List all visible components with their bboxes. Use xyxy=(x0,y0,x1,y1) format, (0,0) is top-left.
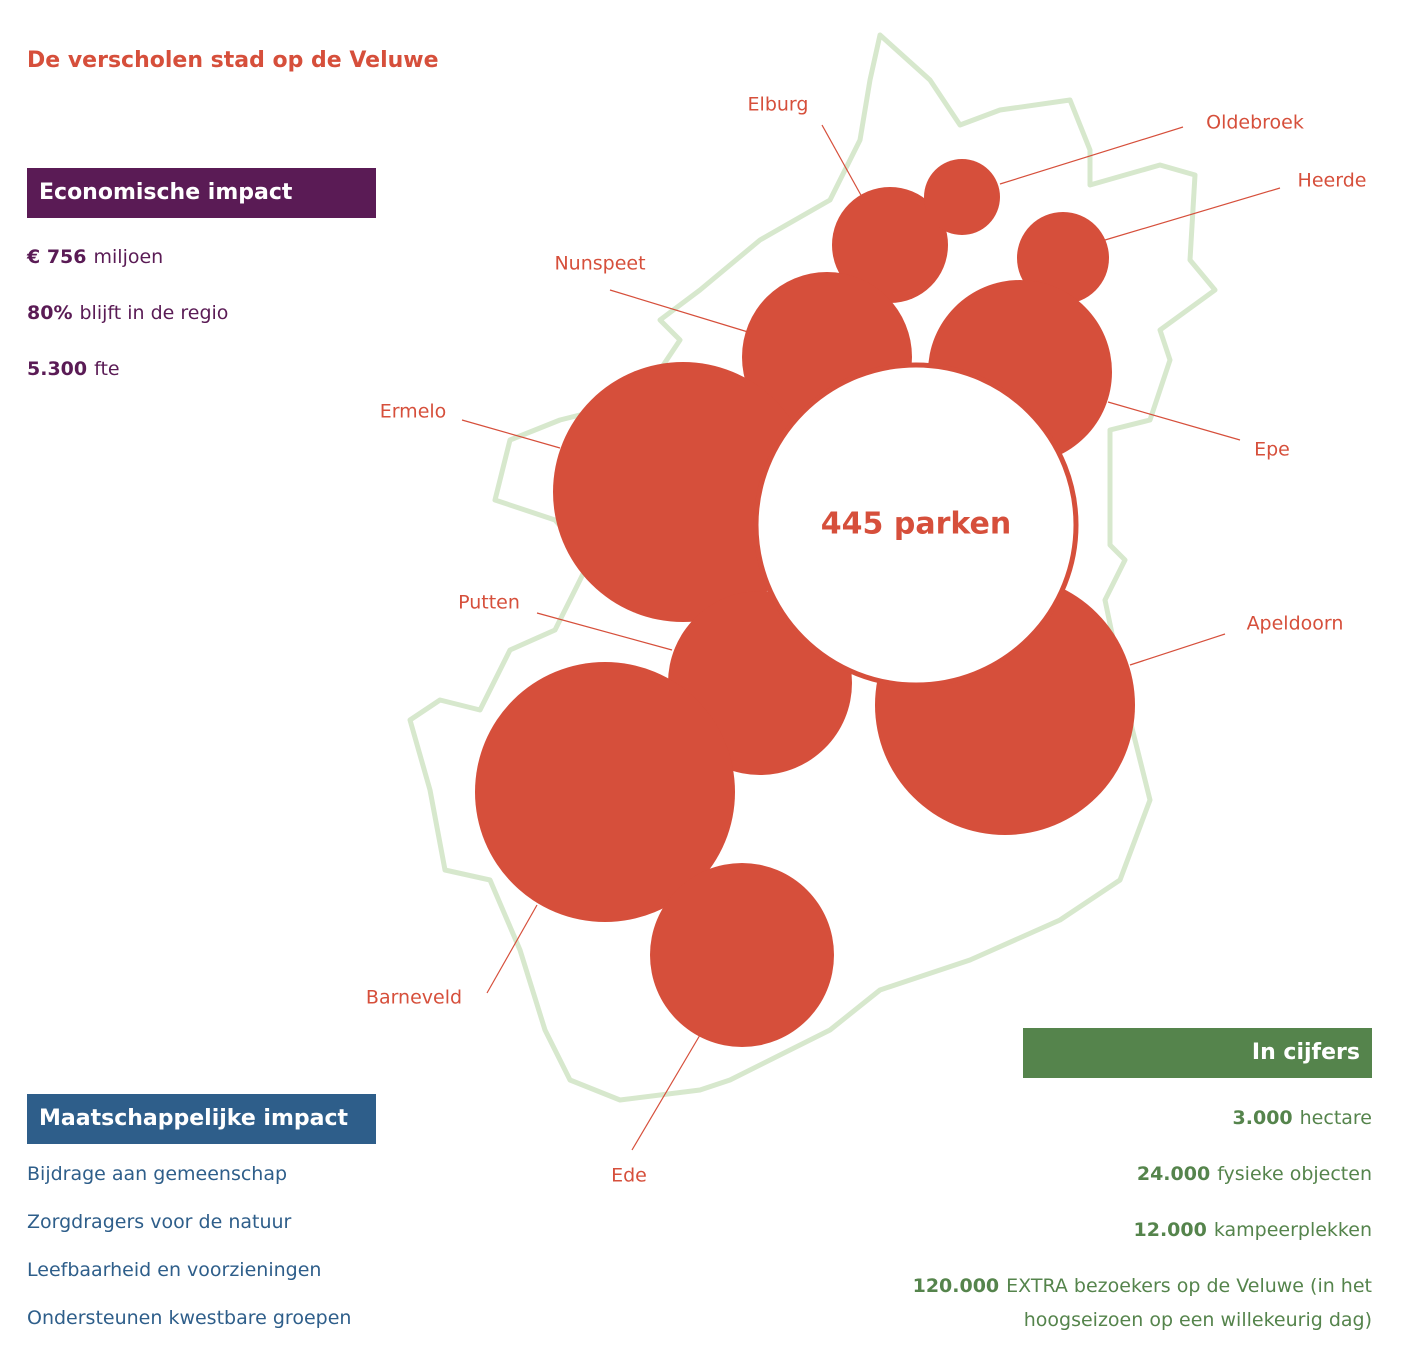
list-item: 24.000 fysieke objecten xyxy=(882,1157,1372,1191)
item-value: 24.000 xyxy=(1136,1163,1211,1185)
item-value: 5.300 xyxy=(27,358,88,380)
leader-line xyxy=(1104,187,1281,241)
list-item: Ondersteunen kwestbare groepen xyxy=(27,1307,352,1329)
item-text: hectare xyxy=(1299,1107,1372,1129)
municipality-label: Nunspeet xyxy=(554,253,645,275)
list-item: € 756 miljoen xyxy=(27,246,163,268)
center-label: 445 parken xyxy=(821,507,1011,542)
list-item: 80% blijft in de regio xyxy=(27,302,228,324)
leader-line xyxy=(631,1034,701,1151)
item-value: 120.000 xyxy=(912,1275,1000,1297)
leader-line xyxy=(609,289,749,333)
municipality-label: Ermelo xyxy=(380,401,447,423)
item-text: blijft in de regio xyxy=(79,302,229,324)
municipality-bubble xyxy=(553,362,813,622)
list-item: 3.000 hectare xyxy=(882,1101,1372,1135)
list-item: 12.000 kampeerplekken xyxy=(882,1213,1373,1247)
list-item: 5.300 fte xyxy=(27,358,120,380)
list-item: Bijdrage aan gemeenschap xyxy=(27,1163,288,1185)
section-heading: In cijfers xyxy=(1023,1028,1372,1078)
municipality-label: Putten xyxy=(458,592,520,614)
list-item: 120.000 EXTRA bezoekers op de Veluwe (in … xyxy=(882,1269,1372,1337)
municipality-label: Apeldoorn xyxy=(1247,613,1344,635)
item-value: 3.000 xyxy=(1232,1107,1293,1129)
item-value: 12.000 xyxy=(1133,1219,1207,1241)
item-value: 80% xyxy=(27,302,73,324)
item-value: € 756 xyxy=(27,246,87,268)
municipality-label: Heerde xyxy=(1298,170,1367,192)
list-item: Zorgdragers voor de natuur xyxy=(27,1211,292,1233)
municipality-bubble xyxy=(832,187,948,303)
leader-line xyxy=(486,904,538,994)
leader-line xyxy=(999,126,1184,185)
municipality-bubble xyxy=(650,863,834,1047)
item-text: miljoen xyxy=(93,246,164,268)
municipality-bubble xyxy=(924,159,1000,235)
title: De verscholen stad op de Veluwe xyxy=(27,48,439,73)
item-text: fysieke objecten xyxy=(1217,1163,1372,1185)
item-text: kampeerplekken xyxy=(1213,1219,1372,1241)
section-heading: Maatschappelijke impact xyxy=(27,1094,376,1144)
municipality-bubble xyxy=(475,662,735,922)
leader-line xyxy=(1129,633,1226,666)
leader-line xyxy=(536,612,673,651)
leader-line xyxy=(1107,401,1241,441)
municipality-label: Oldebroek xyxy=(1206,112,1304,134)
municipality-label: Elburg xyxy=(748,94,809,116)
leader-line xyxy=(461,419,561,449)
municipality-bubble xyxy=(1017,212,1109,304)
section-heading: Economische impact xyxy=(27,168,376,218)
center-circle xyxy=(753,362,1079,688)
municipality-label: Barneveld xyxy=(366,987,462,1009)
municipality-label: Ede xyxy=(611,1165,647,1187)
leader-line xyxy=(821,124,863,198)
item-text: fte xyxy=(94,358,120,380)
list-item: Leefbaarheid en voorzieningen xyxy=(27,1259,322,1281)
municipality-label: Epe xyxy=(1254,439,1290,461)
item-text: EXTRA bezoekers op de Veluwe (in het hoo… xyxy=(1006,1275,1372,1331)
